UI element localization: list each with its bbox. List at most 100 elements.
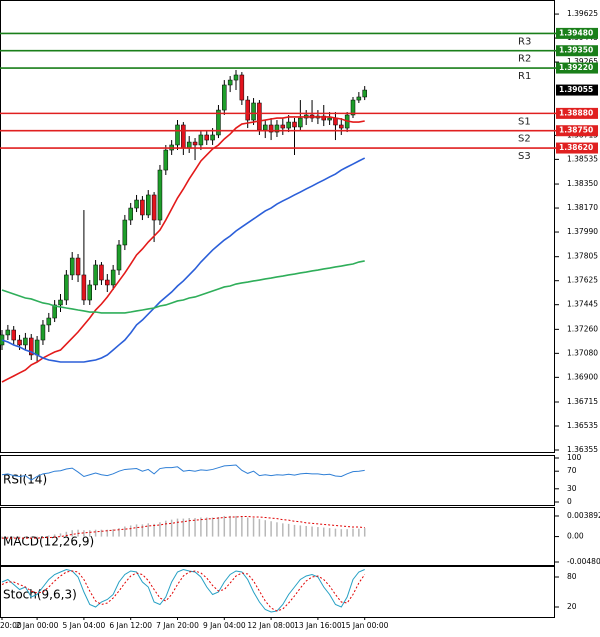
candle-body bbox=[64, 274, 69, 301]
candle-body bbox=[192, 141, 198, 146]
candle-body bbox=[34, 339, 40, 356]
candle-body bbox=[175, 124, 180, 146]
histogram-bar bbox=[188, 518, 190, 537]
histogram-bar bbox=[352, 528, 354, 537]
rsi-panel-frame bbox=[0, 455, 555, 506]
histogram-bar bbox=[282, 523, 284, 537]
candle-body bbox=[356, 96, 362, 101]
histogram-bar bbox=[317, 527, 319, 537]
histogram-bar bbox=[71, 530, 73, 537]
histogram-bar bbox=[1, 536, 3, 539]
histogram-bar bbox=[106, 529, 109, 537]
candle-body bbox=[40, 324, 46, 341]
x-tick-label: 9 Jan 04:00 bbox=[203, 621, 246, 630]
candle-body bbox=[333, 117, 338, 126]
histogram-bar bbox=[65, 531, 68, 537]
candle-body bbox=[268, 124, 274, 133]
y-tick-label: 1.37445 bbox=[567, 300, 598, 309]
histogram-bar bbox=[170, 519, 173, 537]
candle-body bbox=[274, 124, 280, 133]
y-tick-label: 100 bbox=[567, 453, 582, 462]
histogram-bar bbox=[147, 523, 149, 537]
candle-body bbox=[198, 134, 204, 146]
candle-body bbox=[46, 317, 52, 326]
y-tick-label: 1.37990 bbox=[567, 227, 598, 236]
candle-body bbox=[286, 121, 291, 129]
level-value-label: 1.38750 bbox=[559, 126, 593, 135]
histogram-bar bbox=[340, 529, 343, 537]
level-name: S2 bbox=[518, 134, 531, 145]
candle-body bbox=[210, 134, 215, 141]
histogram-bar bbox=[223, 515, 226, 537]
level-value-label: 1.39480 bbox=[559, 28, 593, 37]
candle-body bbox=[239, 74, 245, 101]
histogram-bar bbox=[118, 528, 120, 537]
candle-body bbox=[17, 339, 22, 346]
y-tick-label: 1.39625 bbox=[567, 9, 598, 18]
candle-body bbox=[81, 274, 87, 301]
histogram-bar bbox=[293, 524, 296, 537]
candle-body bbox=[222, 84, 227, 111]
x-tick-label: 12 Jan 08:00 bbox=[247, 621, 295, 630]
histogram-bar bbox=[176, 518, 179, 537]
level-value-label: 1.39220 bbox=[559, 63, 593, 72]
histogram-bar bbox=[323, 527, 325, 537]
candle-body bbox=[140, 199, 145, 216]
y-tick-label: 1.37625 bbox=[567, 276, 598, 285]
histogram-bar bbox=[135, 524, 138, 537]
level-value-label: 1.38620 bbox=[559, 143, 593, 152]
histogram-bar bbox=[153, 523, 155, 537]
histogram-bar bbox=[89, 530, 91, 537]
candle-body bbox=[216, 109, 221, 136]
level-value-label: 1.39350 bbox=[559, 46, 593, 55]
histogram-bar bbox=[299, 525, 302, 537]
y-tick-label: 0.00 bbox=[567, 532, 584, 541]
y-tick-label: 1.36715 bbox=[567, 397, 598, 406]
y-tick-label: 1.38350 bbox=[567, 179, 598, 188]
candle-body bbox=[87, 284, 92, 301]
histogram-bar bbox=[287, 523, 290, 537]
candle-body bbox=[128, 207, 133, 221]
indicator-line bbox=[1, 570, 366, 612]
y-tick-label: 1.36535 bbox=[567, 421, 598, 430]
histogram-bar bbox=[18, 536, 21, 539]
histogram-bar bbox=[59, 533, 62, 537]
candle-body bbox=[163, 149, 169, 171]
level-label-box bbox=[556, 62, 598, 74]
histogram-bar bbox=[334, 528, 337, 537]
moving-average bbox=[1, 260, 365, 314]
candle-body bbox=[116, 244, 122, 271]
x-tick-label: 2 Jan 00:00 bbox=[16, 621, 59, 630]
histogram-bar bbox=[12, 536, 15, 539]
last-price-box bbox=[556, 84, 598, 96]
histogram-bar bbox=[83, 530, 85, 537]
level-name: S3 bbox=[518, 151, 531, 162]
histogram-bar bbox=[211, 517, 214, 537]
candle-body bbox=[292, 121, 297, 128]
histogram-bar bbox=[129, 525, 132, 537]
candle-body bbox=[263, 124, 268, 131]
signal-line bbox=[2, 515, 365, 539]
last-price-label: 1.39055 bbox=[559, 85, 593, 94]
level-label-box bbox=[556, 107, 598, 119]
histogram-bar bbox=[235, 515, 237, 537]
candle-body bbox=[298, 117, 303, 128]
macd-panel-frame bbox=[0, 507, 555, 566]
histogram-bar bbox=[229, 515, 231, 537]
histogram-bar bbox=[217, 516, 220, 537]
histogram-bar bbox=[264, 520, 266, 537]
y-tick-label: 30 bbox=[567, 484, 577, 493]
candle-body bbox=[134, 199, 139, 209]
histogram-bar bbox=[36, 536, 38, 538]
histogram-bar bbox=[241, 516, 243, 537]
candle-body bbox=[157, 169, 163, 221]
x-tick-label: 20:00 bbox=[0, 621, 22, 630]
histogram-bar bbox=[194, 518, 196, 537]
candle-body bbox=[280, 124, 286, 129]
panel-title: Stoch(9,6,3) bbox=[3, 588, 77, 602]
candle-body bbox=[75, 257, 81, 276]
histogram-bar bbox=[258, 519, 261, 537]
y-tick-label: 1.38170 bbox=[567, 203, 598, 212]
histogram-bar bbox=[48, 535, 50, 537]
